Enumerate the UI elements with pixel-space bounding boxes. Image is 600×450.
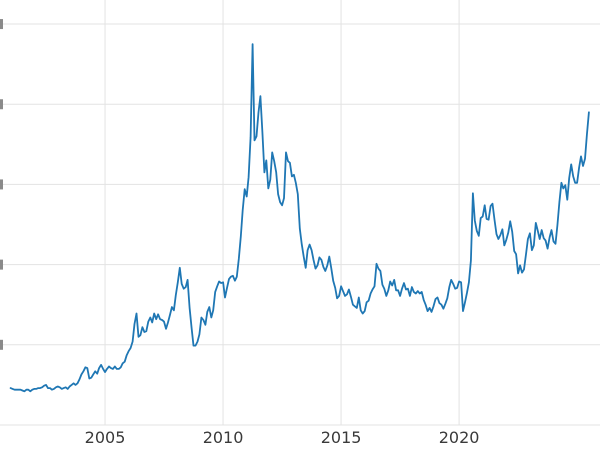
x-tick-label: 2010 — [203, 428, 244, 447]
y-axis-label-stub — [0, 179, 3, 190]
price-line — [9, 43, 590, 393]
y-axis-label-stub — [0, 19, 3, 30]
y-axis-label-stub — [0, 99, 3, 110]
y-axis-label-stub — [0, 259, 3, 270]
y-axis-label-stub — [0, 339, 3, 350]
x-tick-label: 2005 — [85, 428, 126, 447]
x-tick-label: 2020 — [439, 428, 480, 447]
x-tick-label: 2015 — [321, 428, 362, 447]
